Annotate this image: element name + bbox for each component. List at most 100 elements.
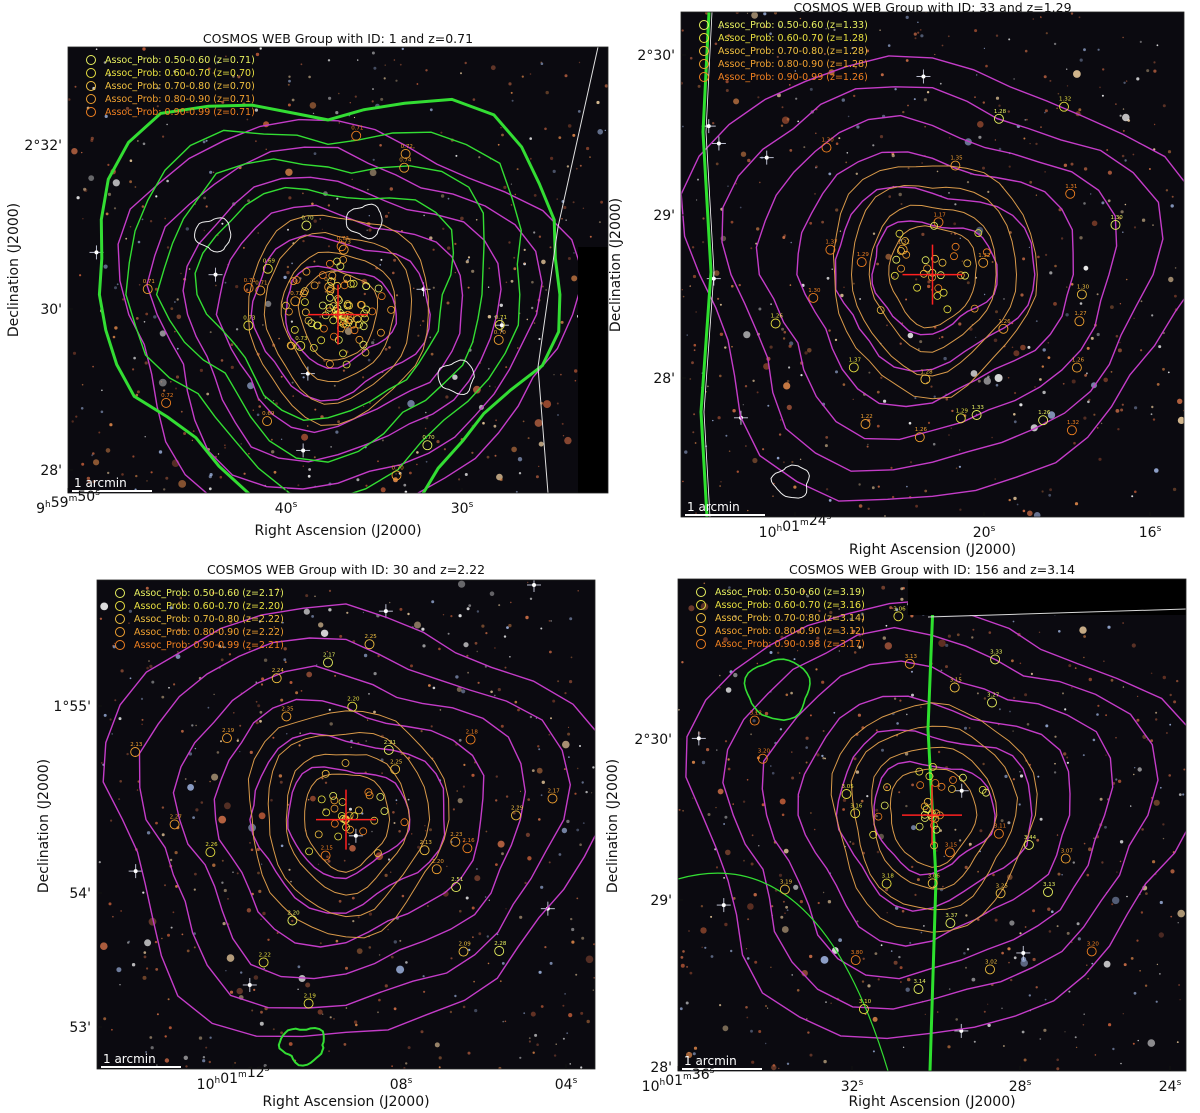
background-source <box>550 620 552 622</box>
background-source <box>828 499 832 502</box>
tick-value: 24 <box>1159 1079 1177 1095</box>
member-galaxy <box>494 946 505 956</box>
background-source <box>943 356 947 361</box>
background-source <box>887 44 891 47</box>
member-galaxy <box>921 256 930 265</box>
background-source <box>1009 920 1015 926</box>
background-source <box>371 100 374 103</box>
background-source <box>1110 305 1114 309</box>
background-source <box>856 920 859 923</box>
background-source <box>212 863 216 867</box>
background-source <box>151 680 155 684</box>
background-source <box>1037 255 1040 259</box>
background-source <box>109 423 113 427</box>
background-source <box>471 451 474 454</box>
background-source <box>875 729 878 732</box>
background-source <box>401 47 404 51</box>
background-source <box>316 664 318 666</box>
background-source <box>561 218 563 220</box>
background-source <box>249 750 253 755</box>
background-source <box>305 594 309 598</box>
background-source <box>262 911 266 916</box>
bright-star <box>499 323 504 328</box>
background-source <box>515 490 518 493</box>
bright-star <box>721 903 726 908</box>
background-source <box>351 178 353 180</box>
background-source <box>888 195 891 198</box>
member-redshift-label: 0.71 <box>495 315 507 321</box>
background-source <box>286 270 290 275</box>
background-source <box>1019 771 1021 773</box>
background-source <box>1122 686 1125 688</box>
background-source <box>220 658 224 662</box>
bright-star <box>921 74 926 79</box>
member-galaxy <box>904 658 915 669</box>
background-source <box>765 1042 767 1045</box>
member-redshift-label: 0.72 <box>290 291 302 297</box>
member-galaxy <box>377 292 386 301</box>
background-source <box>161 695 165 699</box>
background-source <box>202 140 206 144</box>
member-galaxy <box>913 984 924 994</box>
background-source <box>107 163 110 166</box>
background-source <box>1167 371 1170 374</box>
background-source <box>684 450 688 454</box>
background-source <box>112 645 116 649</box>
background-source <box>573 252 575 254</box>
background-source <box>890 950 893 952</box>
background-source <box>907 977 911 982</box>
background-source <box>548 733 551 736</box>
background-source <box>1151 405 1154 409</box>
background-source <box>1134 490 1137 494</box>
background-source <box>1011 346 1014 349</box>
background-source <box>493 315 496 318</box>
background-source <box>702 241 705 244</box>
background-source <box>463 763 466 767</box>
background-source <box>1056 107 1058 110</box>
background-source <box>288 868 291 871</box>
background-source <box>152 646 155 649</box>
background-source <box>1039 817 1043 821</box>
background-source <box>127 941 130 944</box>
background-source <box>558 136 562 140</box>
background-source <box>843 286 845 289</box>
member-galaxy <box>915 822 924 831</box>
member-galaxy <box>511 810 521 821</box>
background-source <box>976 692 979 695</box>
background-source <box>281 607 283 609</box>
background-source <box>260 683 264 686</box>
background-source <box>113 642 116 645</box>
background-source <box>467 671 469 674</box>
member-galaxy <box>902 250 911 259</box>
background-source <box>861 980 865 983</box>
background-source <box>784 912 786 914</box>
core-contour <box>868 204 997 353</box>
background-source <box>144 436 146 438</box>
background-source <box>948 136 951 139</box>
background-source <box>254 108 258 112</box>
background-source <box>733 672 738 678</box>
background-source <box>809 87 813 91</box>
background-source <box>503 635 507 638</box>
x-tick-label: 10h01m36s <box>642 1066 715 1095</box>
background-source <box>497 688 501 692</box>
background-source <box>356 948 363 954</box>
legend-marker <box>115 614 125 624</box>
background-source <box>253 975 259 980</box>
background-source <box>719 303 722 306</box>
background-source <box>782 900 785 903</box>
green-contour <box>125 129 523 493</box>
background-source <box>723 823 725 825</box>
panel-title: COSMOS WEB Group with ID: 30 and z=2.22 <box>207 562 485 577</box>
background-source <box>853 651 857 654</box>
background-source <box>706 748 710 752</box>
x-axis-label: Right Ascension (J2000) <box>254 523 421 539</box>
background-source <box>108 74 111 77</box>
member-redshift-label: 3.12 <box>750 711 762 717</box>
background-source <box>1162 367 1165 371</box>
tick-value: 08 <box>390 1077 408 1093</box>
background-source <box>825 436 829 439</box>
background-source <box>156 1064 158 1066</box>
bright-star <box>301 448 306 453</box>
background-source <box>163 488 166 491</box>
